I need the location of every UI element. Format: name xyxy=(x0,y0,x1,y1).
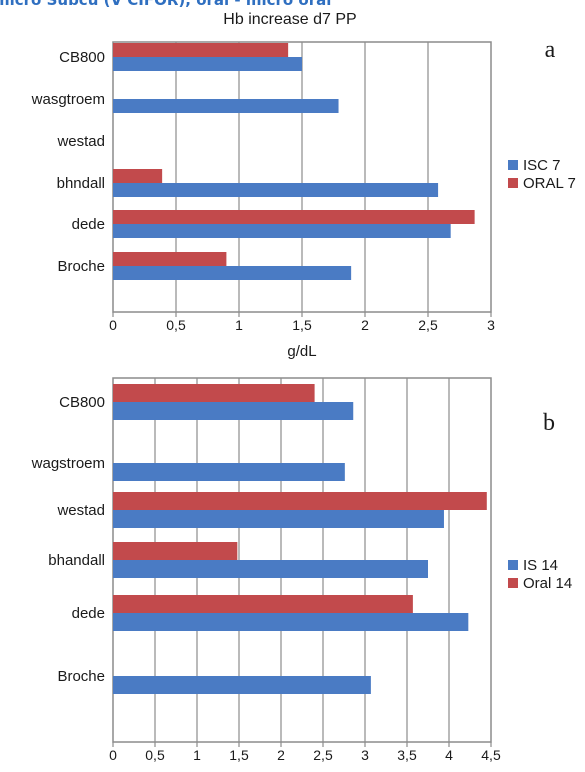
legend-swatch xyxy=(508,560,518,570)
bar-oral-7 xyxy=(113,169,163,183)
x-tick-label: 0 xyxy=(109,747,117,763)
x-tick-label: 0,5 xyxy=(166,317,186,333)
bar-oral-7 xyxy=(113,43,289,57)
x-tick-label: 0 xyxy=(109,317,117,333)
legend-label: ORAL 7 xyxy=(523,175,576,192)
category-label: Broche xyxy=(57,258,105,275)
category-label: Broche xyxy=(57,668,105,685)
bar-is-14 xyxy=(113,613,469,631)
x-tick-label: 4,5 xyxy=(481,747,501,763)
category-label: wagstroem xyxy=(31,455,105,472)
x-tick-label: 1,5 xyxy=(292,317,312,333)
category-label: bhndall xyxy=(57,175,105,192)
bar-is-14 xyxy=(113,402,354,420)
x-tick-label: 0,5 xyxy=(145,747,165,763)
bar-oral-14 xyxy=(113,595,413,613)
category-label: westad xyxy=(56,502,105,519)
x-tick-label: 3 xyxy=(487,317,495,333)
x-tick-label: 2 xyxy=(277,747,285,763)
bar-is-14 xyxy=(113,510,444,528)
bar-is-14 xyxy=(113,676,371,694)
panel-letter: b xyxy=(543,410,555,436)
bar-isc-7 xyxy=(113,266,352,280)
bar-oral-14 xyxy=(113,384,315,402)
legend-swatch xyxy=(508,578,518,588)
bar-isc-7 xyxy=(113,57,302,71)
legend-label: IS 14 xyxy=(523,557,558,574)
category-label: wasgtroem xyxy=(31,91,105,108)
bar-oral-14 xyxy=(113,542,238,560)
x-tick-label: 1 xyxy=(235,317,243,333)
x-tick-label: 4 xyxy=(445,747,453,763)
legend-swatch xyxy=(508,178,518,188)
top-caption: micro Subcu (V CIFOR), oral - micro oral xyxy=(0,0,332,9)
category-label: westad xyxy=(56,133,105,150)
legend-swatch xyxy=(508,160,518,170)
x-axis-title: g/dL xyxy=(287,343,316,360)
bar-oral-14 xyxy=(113,492,487,510)
panel-letter: a xyxy=(545,37,556,63)
x-tick-label: 3,5 xyxy=(397,747,417,763)
x-tick-label: 2 xyxy=(361,317,369,333)
x-tick-label: 3 xyxy=(361,747,369,763)
bar-is-14 xyxy=(113,463,345,481)
category-label: bhandall xyxy=(48,552,105,569)
category-label: dede xyxy=(72,605,105,622)
x-tick-label: 2,5 xyxy=(418,317,438,333)
bar-isc-7 xyxy=(113,183,439,197)
x-tick-label: 1,5 xyxy=(229,747,249,763)
bar-isc-7 xyxy=(113,99,339,113)
legend-label: Oral 14 xyxy=(523,575,572,592)
bar-isc-7 xyxy=(113,224,451,238)
bar-is-14 xyxy=(113,560,428,578)
category-label: CB800 xyxy=(59,394,105,411)
legend-label: ISC 7 xyxy=(523,157,561,174)
x-tick-label: 1 xyxy=(193,747,201,763)
x-tick-label: 2,5 xyxy=(313,747,333,763)
category-label: CB800 xyxy=(59,49,105,66)
category-label: dede xyxy=(72,216,105,233)
bar-oral-7 xyxy=(113,252,227,266)
chart-title: Hb increase d7 PP xyxy=(223,11,356,28)
bar-oral-7 xyxy=(113,210,475,224)
